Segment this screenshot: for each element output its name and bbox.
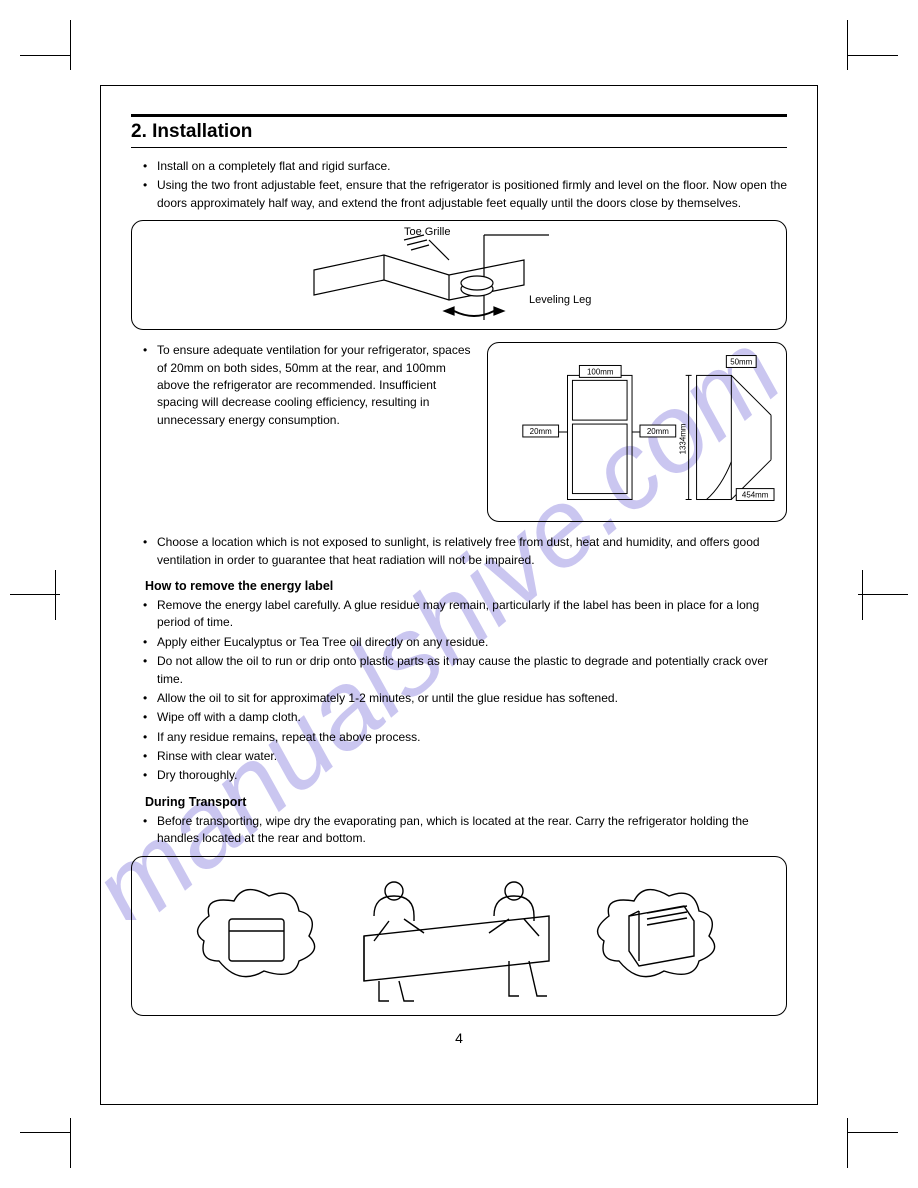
dim-label: 1334mm xyxy=(679,423,688,454)
transport-diagram xyxy=(179,861,739,1011)
bullet-item: Before transporting, wipe dry the evapor… xyxy=(147,813,787,848)
bullet-item: Choose a location which is not exposed t… xyxy=(147,534,787,569)
bullet-item: Rinse with clear water. xyxy=(147,748,787,765)
dim-label: 100mm xyxy=(587,368,614,377)
ventilation-bullets: To ensure adequate ventilation for your … xyxy=(131,342,473,429)
crop-mark xyxy=(10,594,60,595)
bullet-item: Dry thoroughly. xyxy=(147,767,787,784)
transport-bullets: Before transporting, wipe dry the evapor… xyxy=(131,813,787,848)
figure-transport xyxy=(131,856,787,1016)
crop-mark xyxy=(20,55,70,56)
bullet-item: Allow the oil to sit for approximately 1… xyxy=(147,690,787,707)
dim-label: 50mm xyxy=(730,358,752,367)
figure-clearances: 100mm 20mm 20mm 50mm 1334mm 454mm xyxy=(487,342,787,522)
bullet-item: To ensure adequate ventilation for your … xyxy=(147,342,473,429)
figure-leveling-leg: Toe Grille Leveling Leg xyxy=(131,220,787,330)
crop-mark xyxy=(847,20,848,70)
crop-mark xyxy=(847,1118,848,1168)
crop-mark xyxy=(70,20,71,70)
crop-mark xyxy=(858,594,908,595)
toe-grille-label: Toe Grille xyxy=(404,226,450,238)
bullet-item: Do not allow the oil to run or drip onto… xyxy=(147,653,787,688)
page-frame: 2. Installation Install on a completely … xyxy=(100,85,818,1105)
bullet-item: Install on a completely flat and rigid s… xyxy=(147,158,787,175)
crop-mark xyxy=(848,1132,898,1133)
dim-label: 454mm xyxy=(742,491,769,500)
bullet-item: Using the two front adjustable feet, ens… xyxy=(147,177,787,212)
energy-label-heading: How to remove the energy label xyxy=(145,579,787,593)
location-bullets: Choose a location which is not exposed t… xyxy=(131,534,787,569)
leveling-leg-diagram: Toe Grille Leveling Leg xyxy=(229,225,689,325)
bullet-item: If any residue remains, repeat the above… xyxy=(147,729,787,746)
crop-mark xyxy=(55,570,56,620)
clearance-diagram: 100mm 20mm 20mm 50mm 1334mm 454mm xyxy=(498,347,776,517)
section-title: 2. Installation xyxy=(131,114,787,148)
energy-label-bullets: Remove the energy label carefully. A glu… xyxy=(131,597,787,785)
transport-heading: During Transport xyxy=(145,795,787,809)
bullet-item: Remove the energy label carefully. A glu… xyxy=(147,597,787,632)
page-number: 4 xyxy=(131,1030,787,1046)
leveling-leg-label: Leveling Leg xyxy=(529,294,591,306)
intro-bullets: Install on a completely flat and rigid s… xyxy=(131,158,787,212)
crop-mark xyxy=(70,1118,71,1168)
dim-label: 20mm xyxy=(647,427,669,436)
bullet-item: Wipe off with a damp cloth. xyxy=(147,709,787,726)
bullet-item: Apply either Eucalyptus or Tea Tree oil … xyxy=(147,634,787,651)
crop-mark xyxy=(20,1132,70,1133)
ventilation-row: To ensure adequate ventilation for your … xyxy=(131,342,787,522)
dim-label: 20mm xyxy=(530,427,552,436)
crop-mark xyxy=(848,55,898,56)
crop-mark xyxy=(862,570,863,620)
